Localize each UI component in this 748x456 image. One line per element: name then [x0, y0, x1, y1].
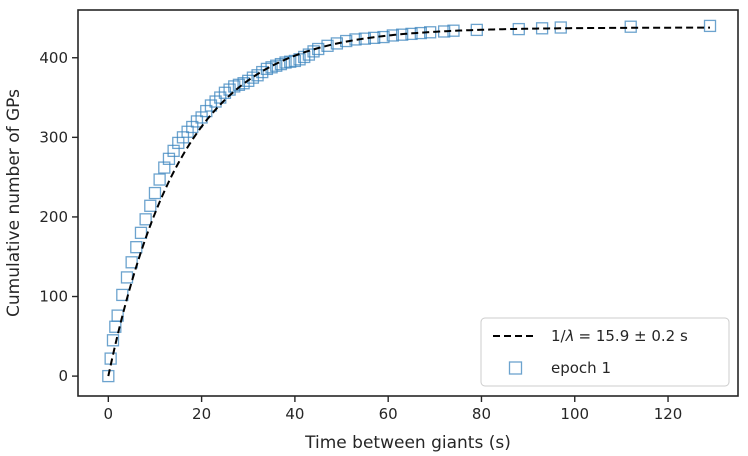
x-tick-label: 40: [285, 405, 304, 423]
axes-frame: [77, 9, 739, 397]
y-axis-label: Cumulative number of GPs: [4, 89, 24, 317]
y-tick-label: 400: [39, 49, 68, 67]
data-point: [144, 199, 157, 212]
data-point: [279, 56, 292, 69]
data-point: [330, 37, 344, 50]
data-point: [158, 161, 171, 174]
data-point: [209, 95, 222, 108]
data-point: [218, 86, 232, 99]
data-point: [265, 61, 278, 74]
x-axis-label: Time between giants (s): [304, 433, 511, 453]
plot-area: [102, 19, 717, 383]
data-point: [125, 256, 138, 269]
data-point: [195, 111, 208, 124]
data-point: [130, 241, 143, 254]
data-point: [396, 28, 409, 41]
data-point: [312, 42, 325, 56]
data-point: [106, 334, 120, 347]
x-tick-label: 80: [472, 405, 491, 423]
data-point: [270, 59, 283, 72]
data-point: [256, 65, 269, 79]
legend-marker-swatch: [508, 361, 523, 375]
data-point: [111, 309, 124, 322]
legend-fit-label: 1/λ = 15.9 ± 0.2 s: [551, 327, 688, 345]
data-point: [190, 115, 204, 128]
legend-marker-label: epoch 1: [551, 359, 611, 377]
data-point: [139, 213, 152, 226]
y-tick-label: 200: [39, 208, 68, 226]
data-point: [120, 271, 134, 284]
legend: 1/λ = 15.9 ± 0.2 s epoch 1: [480, 317, 730, 387]
x-tick-label: 20: [192, 405, 211, 423]
data-point: [214, 91, 227, 104]
data-point: [284, 55, 297, 68]
data-point: [377, 30, 390, 44]
legend-box: [480, 317, 730, 387]
data-point: [703, 19, 717, 33]
data-point: [260, 62, 274, 76]
data-point: [181, 125, 194, 138]
x-tick-label: 60: [379, 405, 398, 423]
data-point: [386, 29, 399, 42]
x-tick-label: 0: [104, 405, 114, 423]
x-tick-label: 120: [654, 405, 683, 423]
axes-ticks: 0 20 40 60 80 100 120 0 100 200 300 400: [39, 49, 682, 423]
data-point: [232, 78, 246, 91]
fit-line: [107, 26, 711, 377]
data-point: [321, 39, 334, 52]
data-point: [153, 173, 166, 186]
data-point: [204, 99, 218, 112]
legend-fit-symbol: λ: [565, 327, 575, 345]
data-point: [251, 69, 264, 82]
x-tick-label: 100: [560, 405, 589, 423]
data-point: [162, 152, 176, 165]
legend-fit-value: = 15.9 ± 0.2 s: [579, 327, 688, 345]
y-tick-label: 100: [39, 288, 68, 306]
y-tick-label: 300: [39, 128, 68, 146]
legend-fit-prefix: 1/: [551, 327, 567, 345]
data-point: [148, 186, 162, 200]
data-point: [293, 53, 306, 66]
y-tick-label: 0: [58, 367, 68, 385]
data-point: [167, 144, 180, 158]
data-point: [134, 226, 148, 239]
data-point: [624, 20, 637, 33]
data-point: [102, 369, 115, 383]
